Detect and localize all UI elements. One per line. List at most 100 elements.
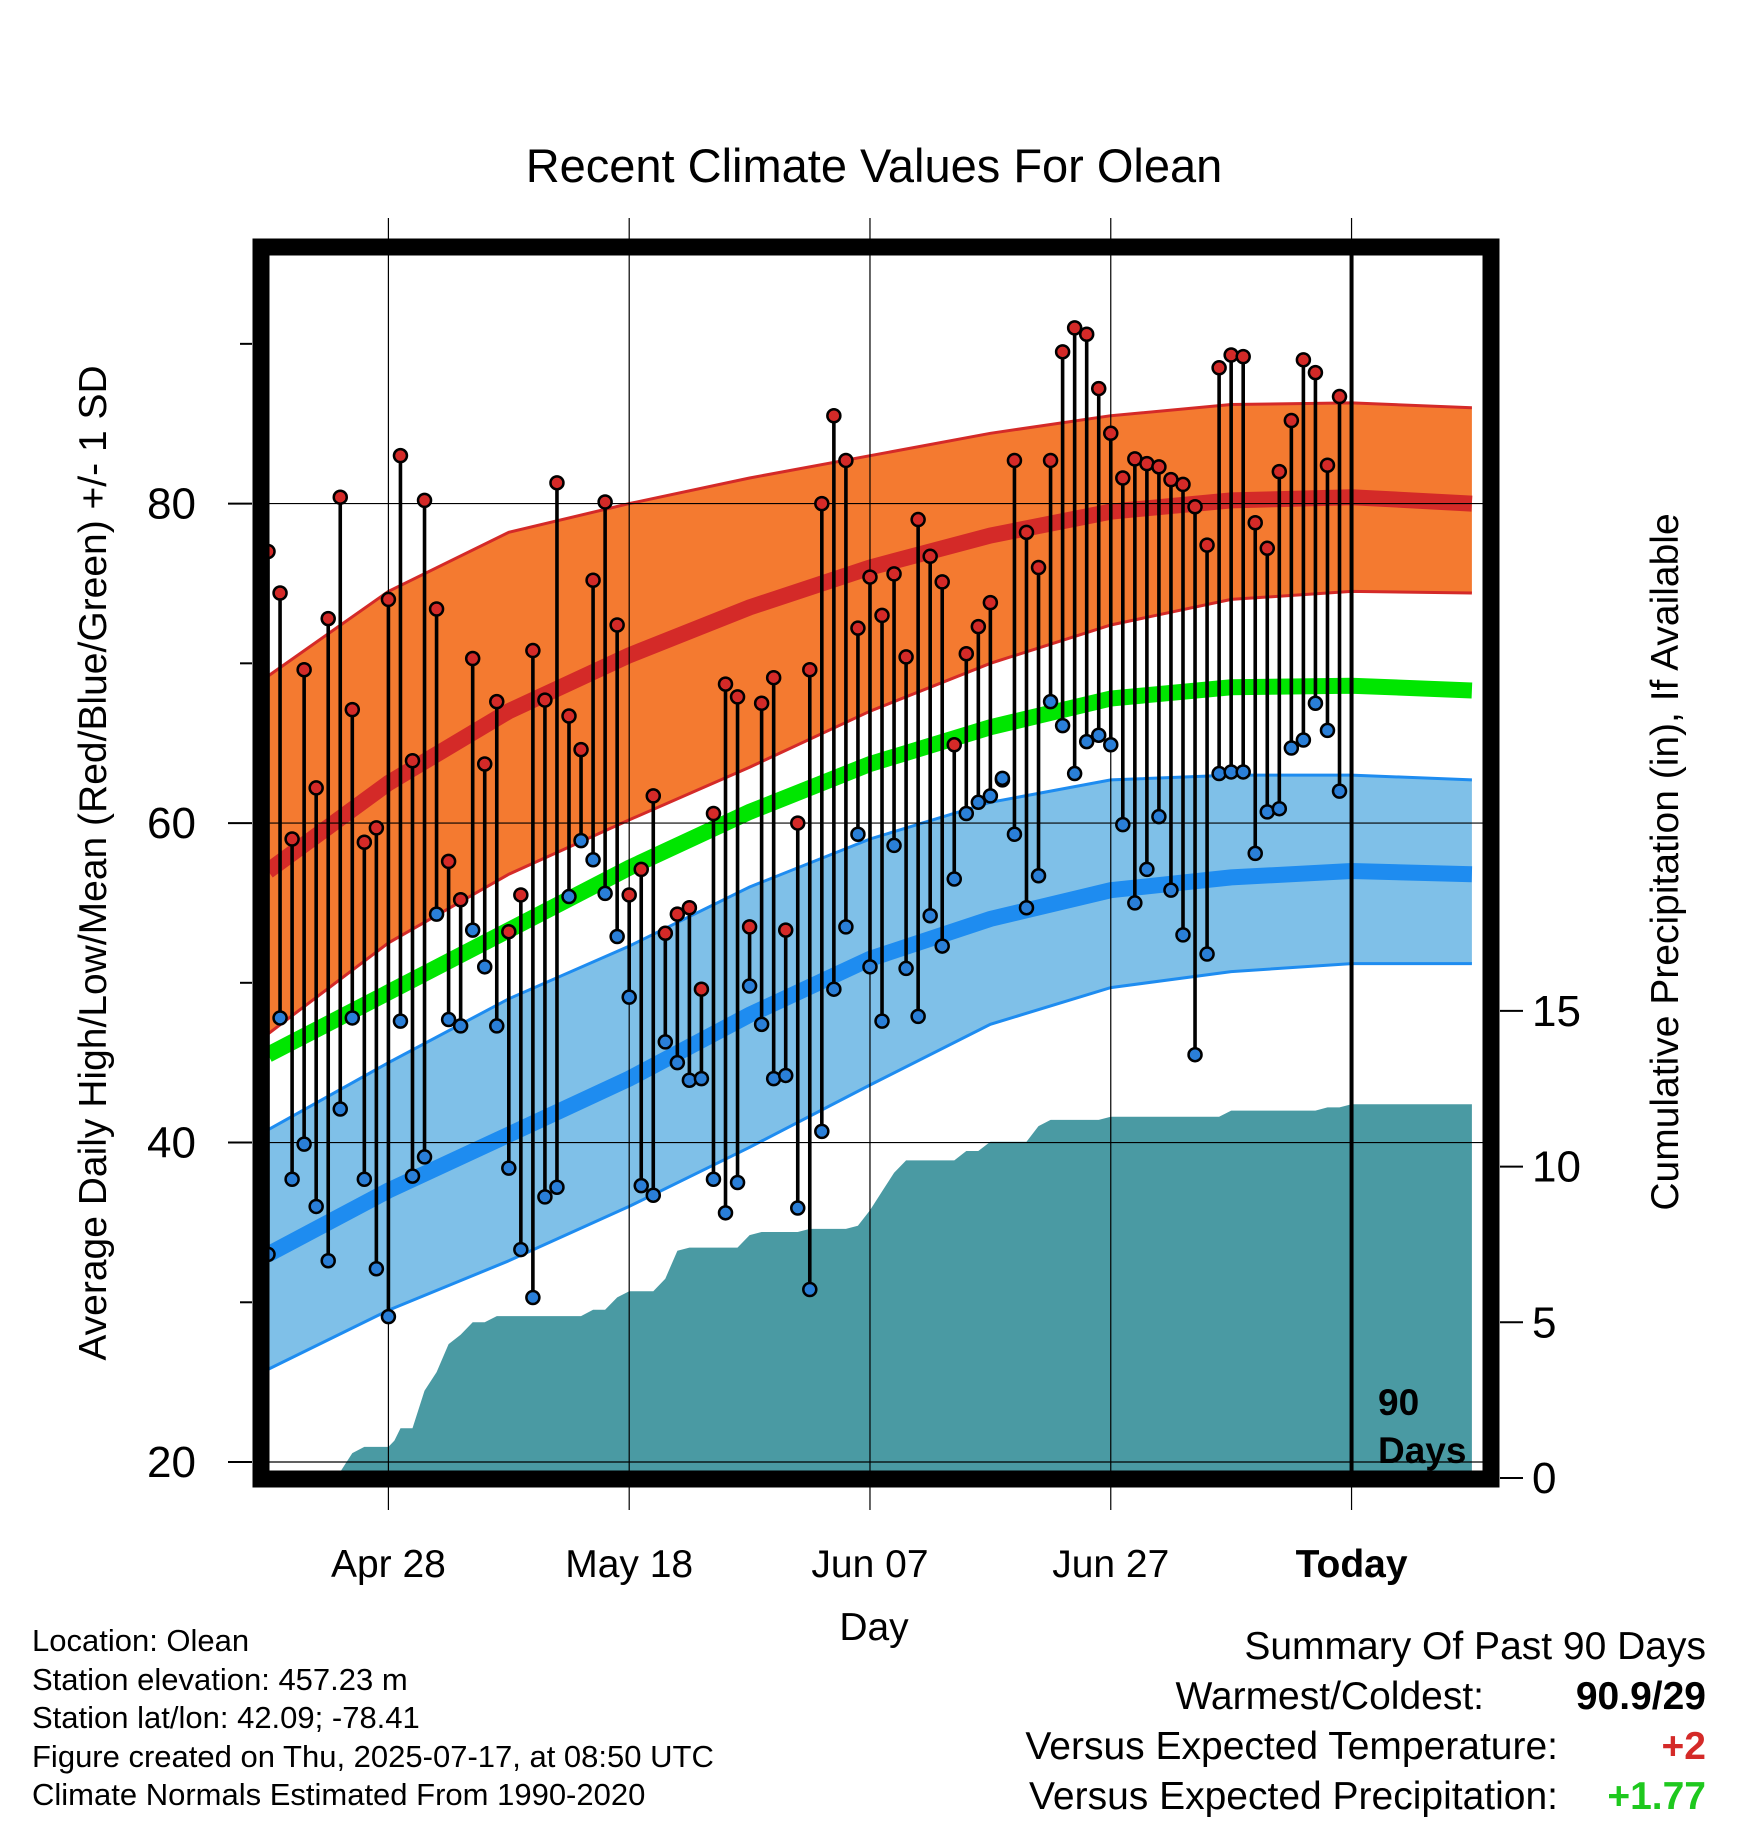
high-point xyxy=(1078,326,1095,343)
x-tick-label: Jun 27 xyxy=(1052,1543,1169,1586)
low-point xyxy=(826,981,842,997)
low-point xyxy=(272,1010,288,1026)
low-point xyxy=(404,1168,421,1184)
low-point xyxy=(1271,800,1288,817)
summary-title: Summary Of Past 90 Days xyxy=(1244,1625,1706,1668)
low-point xyxy=(416,1149,433,1165)
low-point xyxy=(585,852,601,868)
y-axis-label-left: Average Daily High/Low/Mean (Red/Blue/Gr… xyxy=(72,365,115,1360)
latlon-text: Station lat/lon: 42.09; -78.41 xyxy=(32,1700,420,1735)
high-point xyxy=(874,607,890,624)
low-point xyxy=(537,1189,553,1205)
high-point xyxy=(573,741,589,758)
high-point xyxy=(549,475,565,491)
y-axis-label-right: Cumulative Precipitation (in), If Availa… xyxy=(1644,513,1687,1210)
high-point xyxy=(1090,380,1107,397)
low-point xyxy=(705,1171,722,1188)
low-point xyxy=(476,959,493,975)
low-point xyxy=(428,906,445,922)
low-point xyxy=(850,826,866,842)
high-point xyxy=(958,645,975,662)
low-point xyxy=(597,885,613,902)
low-point xyxy=(789,1200,806,1216)
high-point xyxy=(1295,352,1312,368)
y-tick-label: 80 xyxy=(147,480,196,529)
plot-frame xyxy=(252,238,1500,1488)
temp-anomaly-row: Versus Expected Temperature: +2 xyxy=(886,1722,1706,1772)
high-point xyxy=(838,452,854,469)
today-label-line2: Days xyxy=(1378,1430,1466,1471)
low-point xyxy=(1307,695,1324,712)
high-point xyxy=(296,661,312,678)
y-tick-label: 20 xyxy=(147,1438,196,1487)
warmest-coldest-row: Warmest/Coldest: 90.9/29 xyxy=(886,1672,1706,1722)
low-point xyxy=(356,1171,373,1188)
high-point xyxy=(561,708,577,724)
high-point xyxy=(1066,320,1083,336)
temp-anomaly-label: Versus Expected Temperature: xyxy=(1025,1725,1558,1768)
low-point xyxy=(308,1198,324,1215)
high-point xyxy=(1030,559,1047,576)
elevation-text: Station elevation: 457.23 m xyxy=(32,1661,408,1697)
low-point xyxy=(669,1054,686,1071)
low-point xyxy=(320,1253,336,1269)
low-point xyxy=(1006,826,1023,842)
y2-tick-label: 10 xyxy=(1532,1143,1581,1192)
high-point xyxy=(645,788,662,804)
high-point xyxy=(802,661,818,678)
high-point xyxy=(1271,463,1288,480)
low-point xyxy=(862,959,878,975)
high-point xyxy=(1283,412,1300,429)
high-point xyxy=(1042,452,1059,469)
high-point xyxy=(693,981,710,997)
high-point xyxy=(428,601,445,617)
high-point xyxy=(1235,348,1251,365)
high-point xyxy=(741,919,758,935)
normals-text: Climate Normals Estimated From 1990-2020 xyxy=(32,1777,646,1812)
y-tick-label: 40 xyxy=(147,1119,196,1168)
high-point xyxy=(765,669,782,686)
low-point xyxy=(296,1136,312,1152)
high-point xyxy=(368,820,385,836)
low-point xyxy=(1115,816,1131,833)
high-point xyxy=(1259,540,1276,557)
low-point xyxy=(693,1070,710,1087)
low-point xyxy=(380,1308,397,1325)
low-point xyxy=(1283,740,1300,756)
low-point xyxy=(645,1187,662,1204)
high-point xyxy=(886,566,902,582)
low-point xyxy=(368,1260,385,1277)
high-point xyxy=(597,494,613,510)
low-point xyxy=(1295,732,1312,748)
low-point xyxy=(621,989,637,1005)
low-point xyxy=(513,1241,529,1258)
high-point xyxy=(380,591,397,608)
low-point xyxy=(525,1289,541,1306)
low-point xyxy=(753,1016,770,1033)
high-point xyxy=(681,899,698,916)
high-point xyxy=(826,407,842,424)
high-point xyxy=(1006,452,1023,469)
high-point xyxy=(476,756,493,772)
high-point xyxy=(525,642,541,659)
low-point xyxy=(1175,927,1191,943)
low-point xyxy=(1054,717,1071,734)
low-point xyxy=(1199,946,1215,962)
temp-anomaly-value: +2 xyxy=(1661,1725,1706,1768)
high-point xyxy=(416,492,433,509)
low-point xyxy=(489,1018,505,1034)
low-point xyxy=(1066,765,1083,782)
low-point xyxy=(464,922,481,938)
low-point xyxy=(1042,693,1059,710)
high-point xyxy=(970,618,987,635)
low-point xyxy=(344,1010,361,1026)
high-point xyxy=(1199,537,1215,553)
high-point xyxy=(1247,515,1263,531)
low-point xyxy=(910,1008,926,1025)
low-point xyxy=(1163,882,1179,898)
low-point xyxy=(802,1281,818,1298)
high-point xyxy=(789,815,806,831)
high-point xyxy=(1175,476,1191,493)
high-point xyxy=(934,574,950,590)
